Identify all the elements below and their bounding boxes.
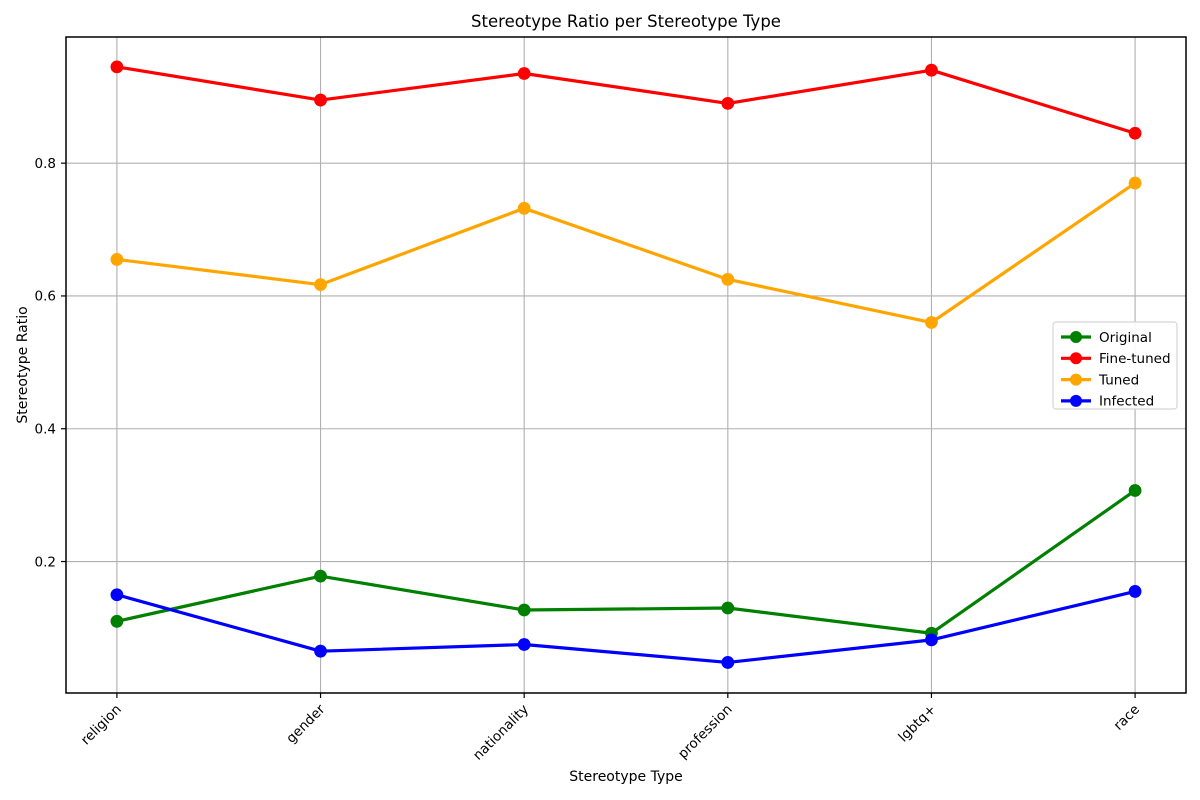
data-point-infected [314, 644, 327, 658]
data-point-original [110, 614, 124, 628]
legend-label: Original [1099, 330, 1152, 346]
series-line-original [115, 488, 1137, 635]
data-point-infected [721, 656, 735, 669]
series-line-fine-tuned [115, 65, 1137, 135]
y-tick-label: 0.2 [35, 554, 56, 570]
legend-label: Tuned [1098, 372, 1139, 388]
x-tick-label: religion [78, 702, 125, 749]
y-tick-label: 0.8 [35, 156, 56, 172]
x-tick-label: nationality [470, 702, 532, 764]
data-point-original [1128, 484, 1142, 497]
data-point-fine-tuned [314, 93, 327, 107]
axis-ticks: 0.2 0.4 0.6 0.8 religion gender nationality pro… [35, 156, 1143, 764]
legend-dot-marker [1070, 331, 1082, 343]
y-tick-label: 0.4 [35, 422, 56, 438]
data-point-fine-tuned [721, 96, 735, 110]
data-point-fine-tuned [517, 67, 531, 80]
x-tick-label: race [1111, 702, 1143, 734]
legend-dot-marker [1070, 373, 1082, 386]
data-point-original [721, 601, 735, 615]
data-point-infected [925, 633, 938, 647]
legend-label: Fine-tuned [1099, 351, 1171, 367]
data-point-tuned [314, 278, 327, 292]
chart-title: Stereotype Ratio per Stereotype Type [471, 12, 781, 31]
y-axis-label: Stereotype Ratio [15, 306, 31, 423]
data-point-infected [1128, 585, 1142, 598]
legend-entry-tuned: Tuned [1061, 372, 1139, 388]
series-line-infected [115, 589, 1137, 665]
data-point-tuned [925, 316, 938, 329]
x-tick-label: lgbtq+ [895, 702, 939, 746]
legend-label: Infected [1099, 394, 1154, 410]
data-point-original [314, 569, 327, 583]
x-tick-label: gender [283, 701, 328, 746]
series-line-tuned [115, 181, 1137, 325]
legend-entry-fine-tuned: Fine-tuned [1061, 351, 1171, 367]
data-point-infected [517, 638, 531, 651]
legend-dot-marker [1070, 352, 1082, 365]
y-tick-label: 0.6 [35, 289, 56, 305]
data-point-tuned [1128, 176, 1142, 190]
data-point-original [517, 603, 531, 617]
data-point-fine-tuned [1128, 126, 1142, 140]
data-series [110, 60, 1142, 669]
x-axis-label: Stereotype Type [569, 769, 683, 785]
legend-box [1052, 321, 1178, 410]
data-point-infected [110, 588, 124, 602]
data-point-tuned [721, 272, 735, 286]
plot-border [65, 36, 1187, 694]
data-point-tuned [517, 201, 531, 215]
data-point-tuned [110, 253, 124, 266]
x-tick-label: profession [675, 702, 736, 763]
legend-dot-marker [1070, 394, 1082, 407]
legend-entry-original: Original [1061, 330, 1152, 346]
legend: Original Fine-tuned Tuned Infected [1052, 321, 1178, 410]
data-point-fine-tuned [110, 60, 124, 74]
data-point-fine-tuned [925, 63, 938, 77]
legend-entry-infected: Infected [1061, 394, 1154, 410]
